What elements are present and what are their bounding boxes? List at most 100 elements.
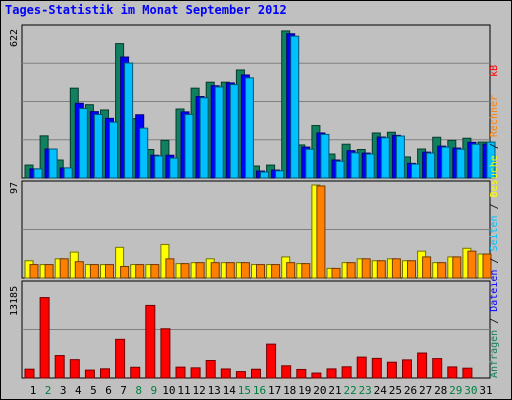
bar-rechner-day-31 <box>482 253 492 279</box>
bar-seiten-day-6 <box>109 121 118 179</box>
y-max-label-top: 622 <box>9 28 20 47</box>
x-tick-label: 26 <box>404 384 417 397</box>
bar-rechner-day-7 <box>120 265 130 279</box>
y-max-label-middle: 97 <box>9 181 20 194</box>
bar-rechner-day-26 <box>407 260 416 279</box>
bar-seiten-day-13 <box>214 86 224 179</box>
bar-seiten-day-25 <box>395 135 405 179</box>
x-tick-label: 27 <box>419 384 432 397</box>
bar-rechner-day-20 <box>316 185 326 279</box>
bar-rechner-day-30 <box>467 250 477 279</box>
bar-kb-day-6 <box>100 368 110 379</box>
bar-seiten-day-16 <box>260 171 269 179</box>
legend-item-anfragen: Anfragen <box>489 329 500 378</box>
bar-seiten-day-10 <box>169 157 179 179</box>
bar-rechner-day-12 <box>195 262 205 279</box>
bar-rechner-day-15 <box>240 262 250 279</box>
bar-rechner-day-5 <box>89 264 99 279</box>
bar-kb-day-18 <box>281 365 292 379</box>
bar-seiten-day-30 <box>471 143 481 179</box>
x-tick-label: 30 <box>464 384 477 397</box>
legend-separator: / <box>489 197 500 216</box>
x-tick-label: 17 <box>268 384 281 397</box>
x-tick-label: 12 <box>192 384 205 397</box>
x-tick-label: 1 <box>30 384 37 397</box>
bar-seiten-day-19 <box>305 148 315 179</box>
x-tick-label: 23 <box>359 384 372 397</box>
bar-kb-day-24 <box>371 357 382 379</box>
x-tick-label: 24 <box>374 384 388 397</box>
bar-kb-day-21 <box>326 368 337 379</box>
bar-kb-day-7 <box>115 338 126 379</box>
bar-rechner-day-23 <box>361 258 371 279</box>
x-tick-label: 6 <box>105 384 112 397</box>
bar-seiten-day-23 <box>365 153 375 179</box>
bar-seiten-day-29 <box>456 148 466 179</box>
bar-seiten-day-26 <box>411 163 420 179</box>
bar-kb-day-3 <box>54 355 65 379</box>
bar-seiten-day-27 <box>426 152 436 179</box>
bar-rechner-day-11 <box>180 263 190 279</box>
x-tick-label: 4 <box>75 384 82 397</box>
x-tick-label: 31 <box>479 384 492 397</box>
bar-kb-day-22 <box>341 366 352 379</box>
bar-kb-day-20 <box>311 372 322 379</box>
bar-rechner-day-13 <box>210 262 220 279</box>
x-tick-label: 3 <box>60 384 67 397</box>
bar-seiten-day-9 <box>154 155 164 179</box>
bar-kb-day-10 <box>160 328 171 379</box>
x-tick-label: 8 <box>135 384 142 397</box>
legend-item-besuche: Besuche <box>489 155 500 198</box>
bar-rechner-day-21 <box>331 267 341 279</box>
bar-kb-day-13 <box>205 360 216 379</box>
bar-seiten-day-31 <box>486 141 496 179</box>
legend: Anfragen / Dateien / Seiten / Besuche / … <box>489 65 500 378</box>
bar-seiten-day-8 <box>139 127 149 179</box>
bar-kb-day-4 <box>69 359 80 379</box>
bar-kb-day-9 <box>145 304 156 379</box>
x-tick-label: 19 <box>298 384 311 397</box>
x-tick-label: 22 <box>343 384 356 397</box>
bar-seiten-day-28 <box>441 146 451 179</box>
x-tick-label: 5 <box>90 384 97 397</box>
bar-seiten-day-3 <box>63 167 73 179</box>
x-tick-label: 13 <box>208 384 221 397</box>
bar-kb-day-14 <box>220 368 231 379</box>
bar-rechner-day-1 <box>29 264 39 279</box>
bar-kb-day-16 <box>251 368 261 379</box>
x-tick-label: 20 <box>313 384 326 397</box>
bar-rechner-day-8 <box>135 264 145 279</box>
legend-separator <box>489 77 500 95</box>
bar-kb-day-12 <box>190 367 201 379</box>
bar-seiten-day-21 <box>335 160 345 179</box>
bar-seiten-day-18 <box>290 35 300 179</box>
legend-separator: / <box>489 311 500 330</box>
chart-panels <box>21 24 496 379</box>
panel-middle <box>21 180 492 279</box>
bar-rechner-day-29 <box>452 256 462 279</box>
x-tick-label: 29 <box>449 384 462 397</box>
bar-kb-day-17 <box>266 343 277 379</box>
bar-rechner-day-10 <box>165 258 175 279</box>
bar-kb-day-19 <box>296 368 307 379</box>
bar-rechner-day-14 <box>225 262 235 279</box>
bar-rechner-day-17 <box>271 264 281 279</box>
bar-rechner-day-9 <box>150 264 160 279</box>
bar-seiten-day-20 <box>320 133 330 179</box>
x-tick-label: 11 <box>177 384 190 397</box>
bar-seiten-day-17 <box>275 170 285 179</box>
panel-top <box>21 24 496 179</box>
bar-rechner-day-22 <box>346 262 356 279</box>
bar-kb-day-8 <box>130 366 141 379</box>
panel-bottom <box>21 280 491 379</box>
bar-rechner-day-16 <box>256 264 265 279</box>
x-tick-label: 15 <box>238 384 251 397</box>
bar-kb-day-26 <box>402 359 412 379</box>
legend-item-seiten: Seiten <box>489 215 500 252</box>
bar-kb-day-5 <box>84 369 95 379</box>
bar-seiten-day-24 <box>380 137 390 179</box>
bar-kb-day-25 <box>386 361 397 379</box>
bar-rechner-day-18 <box>286 262 296 279</box>
bar-kb-day-29 <box>447 366 458 379</box>
